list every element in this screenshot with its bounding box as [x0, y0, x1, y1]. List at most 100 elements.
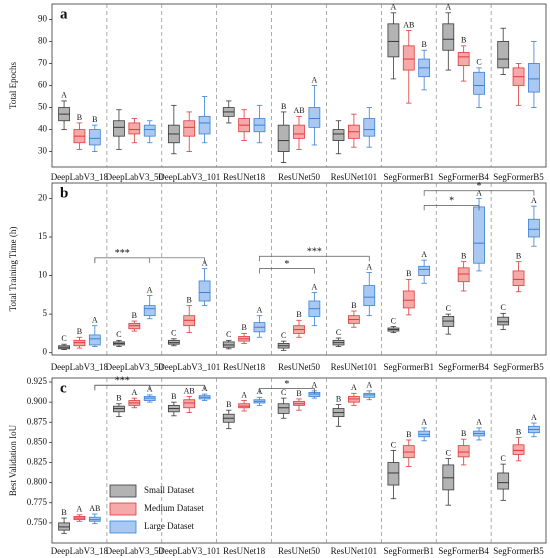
significance-letter: C — [446, 448, 451, 457]
significance-label: *** — [115, 376, 130, 387]
y-tick-label: 0.750 — [27, 517, 48, 527]
box — [387, 462, 400, 486]
significance-letter: A — [421, 418, 427, 427]
significance-letter: B — [241, 323, 246, 332]
box — [442, 23, 455, 51]
y-tick-label: 20 — [38, 192, 48, 202]
significance-bracket — [423, 190, 535, 196]
significance-letter: C — [446, 304, 451, 313]
x-tick-label: SegFormerB4 — [438, 546, 489, 556]
panel-label: c — [60, 380, 67, 396]
box — [497, 41, 510, 69]
box — [402, 45, 415, 71]
significance-letter: B — [116, 394, 121, 403]
significance-bracket — [259, 255, 370, 262]
x-tick-label: SegFormerB1 — [384, 546, 435, 556]
y-tick-label: 0.850 — [27, 436, 48, 446]
y-tick-label: 90 — [38, 13, 48, 23]
box — [497, 316, 510, 326]
box — [457, 267, 470, 283]
x-tick-label: ResUNet101 — [331, 172, 378, 182]
significance-bracket — [259, 388, 315, 394]
box — [512, 270, 525, 286]
significance-letter: C — [171, 329, 176, 338]
legend-swatch — [109, 484, 137, 498]
x-tick-label: DeepLabV3_101 — [158, 362, 220, 372]
significance-letter: A — [77, 505, 83, 514]
significance-letter: C — [501, 303, 506, 312]
x-tick-label: DeepLabV3_18 — [51, 546, 109, 556]
legend-label: Small Dataset — [144, 485, 195, 495]
x-tick-label: DeepLabV3_50 — [106, 546, 164, 556]
significance-letter: A — [311, 282, 317, 291]
x-tick-label: DeepLabV3_101 — [158, 172, 220, 182]
significance-letter: B — [296, 310, 301, 319]
significance-letter: B — [281, 102, 286, 111]
x-tick-label: ResUNet50 — [278, 362, 320, 372]
significance-letter: B — [461, 252, 466, 261]
x-tick-label: SegFormerB4 — [438, 172, 489, 182]
significance-letter: B — [351, 301, 356, 310]
significance-label: * — [477, 181, 482, 192]
significance-letter: C — [336, 328, 341, 337]
y-tick-label: 40 — [38, 124, 48, 134]
box — [418, 265, 431, 276]
box — [497, 472, 510, 490]
box — [88, 129, 101, 146]
panel-label: b — [60, 185, 68, 201]
box — [293, 124, 305, 139]
box — [183, 120, 196, 137]
significance-letter: B — [77, 327, 82, 336]
legend-swatch — [109, 520, 137, 534]
y-tick-label: 70 — [38, 58, 48, 68]
significance-letter: B — [187, 295, 192, 304]
y-tick-label: 50 — [38, 102, 48, 112]
box — [457, 445, 470, 458]
significance-label: * — [284, 379, 289, 390]
significance-letter: C — [391, 440, 396, 449]
box — [512, 444, 525, 455]
box — [308, 107, 321, 128]
significance-label: * — [449, 196, 454, 207]
x-tick-label: DeepLabV3_18 — [51, 362, 109, 372]
significance-letter: A — [61, 91, 67, 100]
significance-letter: C — [226, 330, 231, 339]
box — [363, 285, 376, 307]
box — [277, 124, 290, 152]
significance-letter: A — [391, 3, 397, 12]
box — [88, 334, 101, 346]
x-tick-label: DeepLabV3_101 — [158, 546, 220, 556]
box — [198, 115, 211, 135]
significance-letter: B — [226, 400, 231, 409]
x-tick-label: SegFormerB5 — [493, 362, 544, 372]
significance-letter: B — [296, 389, 301, 398]
y-tick-label: 80 — [38, 36, 48, 46]
x-tick-label: DeepLabV3_18 — [51, 172, 109, 182]
significance-bracket — [423, 205, 480, 211]
x-tick-label: ResUNet18 — [223, 172, 265, 182]
significance-letter: A — [366, 262, 372, 271]
x-tick-label: SegFormerB4 — [438, 362, 489, 372]
significance-letter: A — [366, 381, 372, 390]
significance-letter: C — [391, 316, 396, 325]
significance-letter: AB — [184, 386, 195, 395]
significance-letter: A — [311, 75, 317, 84]
x-tick-label: ResUNet101 — [331, 362, 378, 372]
significance-letter: B — [92, 115, 97, 124]
x-tick-label: SegFormerB1 — [384, 172, 435, 182]
y-tick-label: 0.775 — [27, 497, 48, 507]
significance-letter: B — [171, 392, 176, 401]
significance-label: * — [284, 259, 289, 270]
significance-letter: A — [476, 418, 482, 427]
x-tick-label: ResUNet50 — [278, 546, 320, 556]
significance-letter: B — [77, 113, 82, 122]
x-tick-label: DeepLabV3_50 — [106, 362, 164, 372]
box — [143, 305, 156, 317]
box — [528, 63, 540, 93]
x-tick-label: SegFormerB5 — [493, 546, 544, 556]
significance-letter: A — [241, 390, 247, 399]
significance-bracket — [94, 257, 151, 263]
significance-letter: A — [202, 258, 208, 267]
significance-letter: A — [131, 388, 137, 397]
